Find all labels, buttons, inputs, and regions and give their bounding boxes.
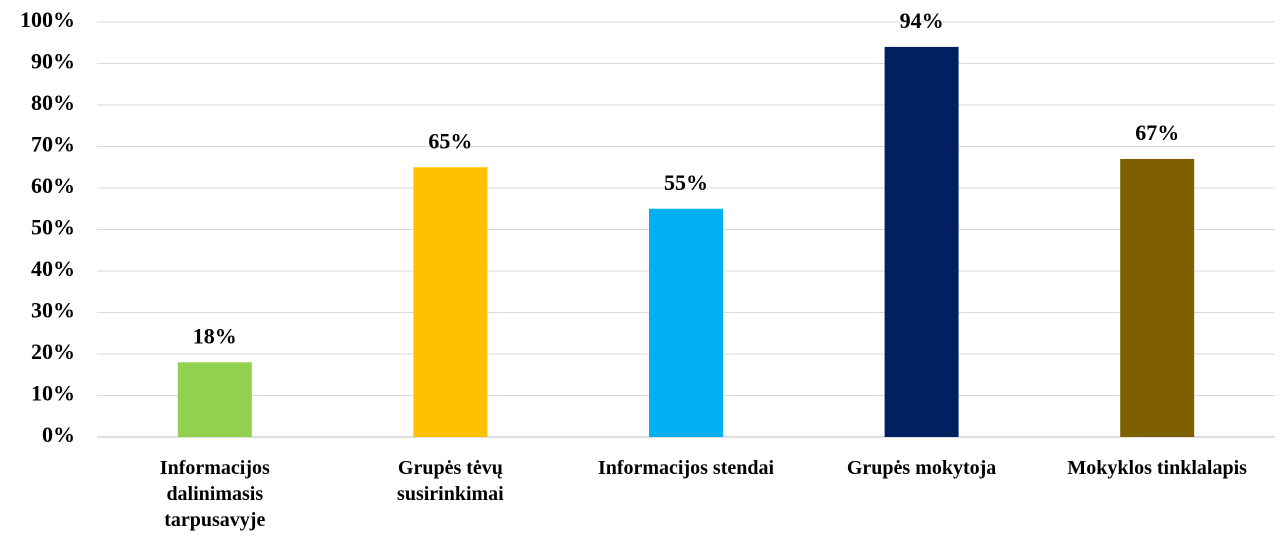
x-tick-label: Grupės tėvų susirinkimai (397, 457, 504, 505)
y-tick-label: 40% (31, 256, 75, 281)
x-tick-label: Mokyklos tinklalapis (1067, 457, 1247, 479)
y-tick-label: 70% (31, 132, 75, 157)
value-label: 94% (900, 8, 944, 33)
y-tick-label: 30% (31, 298, 75, 323)
bar (1120, 158, 1195, 437)
y-tick-label: 50% (31, 215, 75, 240)
x-tick-label: Grupės mokytoja (846, 457, 997, 479)
bar (649, 208, 723, 437)
x-tick-label: Informacijos stendai (597, 457, 775, 479)
value-label: 67% (1135, 120, 1179, 145)
y-tick-label: 10% (31, 381, 75, 406)
x-tick-label: Informacijos dalinimasis tarpusavyje (159, 457, 270, 531)
value-label: 18% (193, 323, 237, 348)
y-tick-label: 20% (31, 339, 75, 364)
y-tick-label: 100% (20, 7, 75, 32)
bar (413, 167, 488, 437)
y-tick-label: 0% (42, 422, 75, 447)
bar (884, 46, 959, 438)
y-tick-label: 80% (31, 90, 75, 115)
y-tick-label: 60% (31, 173, 75, 198)
bar (177, 362, 252, 437)
value-label: 65% (428, 128, 472, 153)
y-tick-label: 90% (31, 49, 75, 74)
value-label: 55% (664, 170, 708, 195)
